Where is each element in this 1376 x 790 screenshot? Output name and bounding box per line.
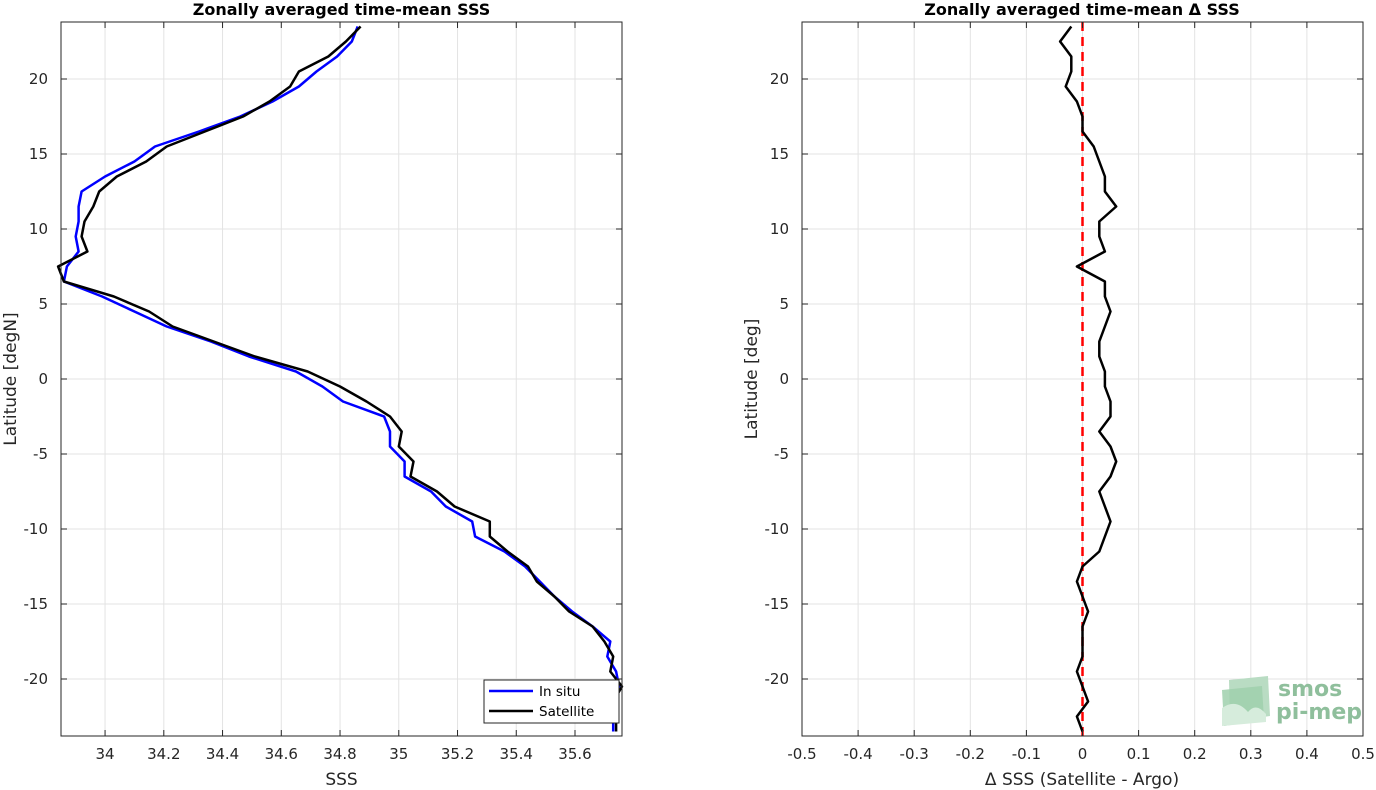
- y-tick-label: -15: [24, 595, 49, 613]
- logo-line2: pi-mep: [1276, 700, 1362, 725]
- y-tick-label: -5: [774, 445, 789, 463]
- chart-title-right: Zonally averaged time-mean Δ SSS: [924, 0, 1240, 19]
- x-tick-label: 34: [96, 745, 115, 763]
- y-tick-label: 5: [779, 295, 789, 313]
- y-tick-label: -10: [765, 520, 790, 538]
- x-tick-label: 35: [389, 745, 408, 763]
- y-tick-label: -15: [765, 595, 790, 613]
- y-tick-label: 10: [770, 220, 789, 238]
- x-tick-label: -0.1: [1012, 745, 1041, 763]
- sss-panel: 34 34.2 34.4 34.6 34.8 35 35.2 35.4 35.6 -20 -15 -1…: [1, 0, 624, 790]
- x-tick-label: 34.4: [206, 745, 239, 763]
- y-tick-label: -5: [33, 445, 48, 463]
- delta-sss-panel: -0.5 -0.4 -0.3 -0.2 -0.1 0 0.1 0.2 0.3 0.4 0.5 -20 -…: [742, 0, 1375, 790]
- y-tick-label: 15: [770, 145, 789, 163]
- smos-pi-mep-logo: smos pi-mep: [1222, 676, 1362, 726]
- y-tick-label: 0: [779, 370, 789, 388]
- y-tick-label: 0: [38, 370, 48, 388]
- x-tick-label: 35.2: [441, 745, 474, 763]
- x-axis-label-right: Δ SSS (Satellite - Argo): [985, 770, 1179, 790]
- x-tick-label: -0.5: [787, 745, 816, 763]
- x-tick-label: -0.2: [956, 745, 985, 763]
- x-tick-label: -0.3: [900, 745, 929, 763]
- x-tick-label: 35.6: [558, 745, 591, 763]
- y-axis-label-left: Latitude [degN]: [1, 312, 21, 445]
- y-tick-label: 10: [29, 220, 48, 238]
- x-tick-label: 0.4: [1295, 745, 1319, 763]
- x-tick-label: 35.4: [500, 745, 533, 763]
- y-tick-label: 20: [770, 70, 789, 88]
- series-line-in-situ: [62, 26, 621, 732]
- legend-label-in-situ: In situ: [539, 684, 580, 700]
- x-tick-label: 0.3: [1239, 745, 1263, 763]
- x-tick-label: 34.6: [265, 745, 298, 763]
- series-line-delta-sss: [1058, 25, 1118, 732]
- chart-title-left: Zonally averaged time-mean SSS: [193, 0, 491, 19]
- y-tick-label: -10: [24, 520, 49, 538]
- y-tick-label: 5: [38, 295, 48, 313]
- x-tick-label: 0.1: [1127, 745, 1151, 763]
- y-tick-label: 20: [29, 70, 48, 88]
- x-tick-label: -0.4: [843, 745, 872, 763]
- y-tick-label: -20: [24, 670, 49, 688]
- x-tick-label: 0: [1078, 745, 1088, 763]
- legend-box: [483, 679, 620, 724]
- legend-label-satellite: Satellite: [539, 704, 594, 720]
- x-tick-label: 34.8: [323, 745, 356, 763]
- logo-line1: smos: [1278, 677, 1342, 702]
- y-tick-label: 15: [29, 145, 48, 163]
- x-tick-label: 0.2: [1183, 745, 1207, 763]
- legend: In situ Satellite: [483, 679, 620, 724]
- x-tick-label: 34.2: [147, 745, 180, 763]
- logo-mark-icon: [1222, 676, 1270, 726]
- y-axis-label-right: Latitude [deg]: [742, 319, 762, 440]
- x-axis-label-left: SSS: [325, 770, 357, 790]
- x-tick-label: 0.5: [1351, 745, 1375, 763]
- series-line-satellite: [56, 25, 624, 732]
- y-tick-label: -20: [765, 670, 790, 688]
